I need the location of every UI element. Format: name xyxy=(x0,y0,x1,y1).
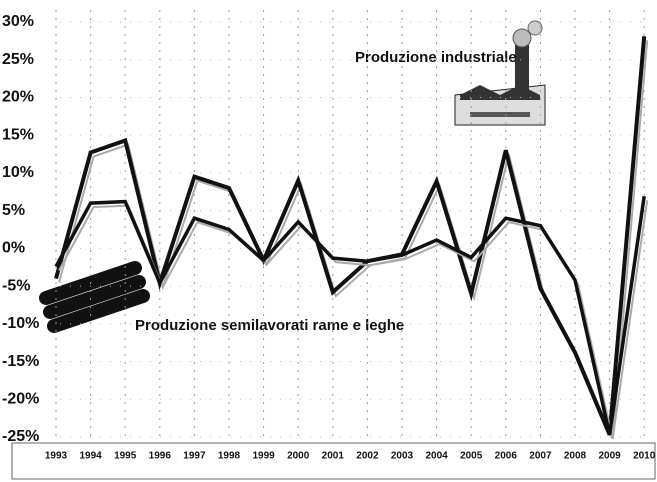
x-tick-label: 2002 xyxy=(356,451,379,462)
x-tick-label: 2001 xyxy=(322,451,345,462)
x-tick-label: 2009 xyxy=(598,451,621,462)
x-tick-label: 2010 xyxy=(633,451,656,462)
y-tick-label: 25% xyxy=(2,51,34,68)
x-tick-label: 2003 xyxy=(391,451,414,462)
x-tick-label: 1998 xyxy=(218,451,241,462)
series-line xyxy=(56,36,644,434)
x-tick-label: 1996 xyxy=(149,451,172,462)
y-tick-label: -10% xyxy=(2,315,39,332)
x-tick-label: 2005 xyxy=(460,451,483,462)
chart: Produzione industriale Produzione semila… xyxy=(0,0,657,482)
factory-icon xyxy=(455,21,545,125)
x-tick-label: 1999 xyxy=(252,451,275,462)
y-tick-label: 15% xyxy=(2,126,34,143)
x-tick-label: 2006 xyxy=(495,451,518,462)
page: {"chart_data": {"type": "line", "categor… xyxy=(0,0,657,482)
x-tick-label: 1994 xyxy=(79,451,102,462)
y-tick-label: -25% xyxy=(2,428,39,445)
y-tick-label: 30% xyxy=(2,13,34,30)
y-tick-label: 5% xyxy=(2,202,25,219)
x-tick-label: 2000 xyxy=(287,451,310,462)
y-tick-label: -15% xyxy=(2,353,39,370)
series-label: Produzione semilavorati rame e leghe xyxy=(135,317,404,334)
x-tick-label: 1995 xyxy=(114,451,137,462)
y-tick-label: 0% xyxy=(2,240,25,257)
series-label: Produzione industriale xyxy=(355,49,517,66)
y-tick-label: -5% xyxy=(2,277,30,294)
x-tick-label: 1993 xyxy=(45,451,68,462)
y-tick-label: 10% xyxy=(2,164,34,181)
y-tick-label: -20% xyxy=(2,390,39,407)
x-tick-label: 2004 xyxy=(425,451,448,462)
x-tick-label: 1997 xyxy=(183,451,206,462)
x-tick-label: 2007 xyxy=(529,451,552,462)
y-tick-label: 20% xyxy=(2,89,34,106)
x-tick-label: 2008 xyxy=(564,451,587,462)
